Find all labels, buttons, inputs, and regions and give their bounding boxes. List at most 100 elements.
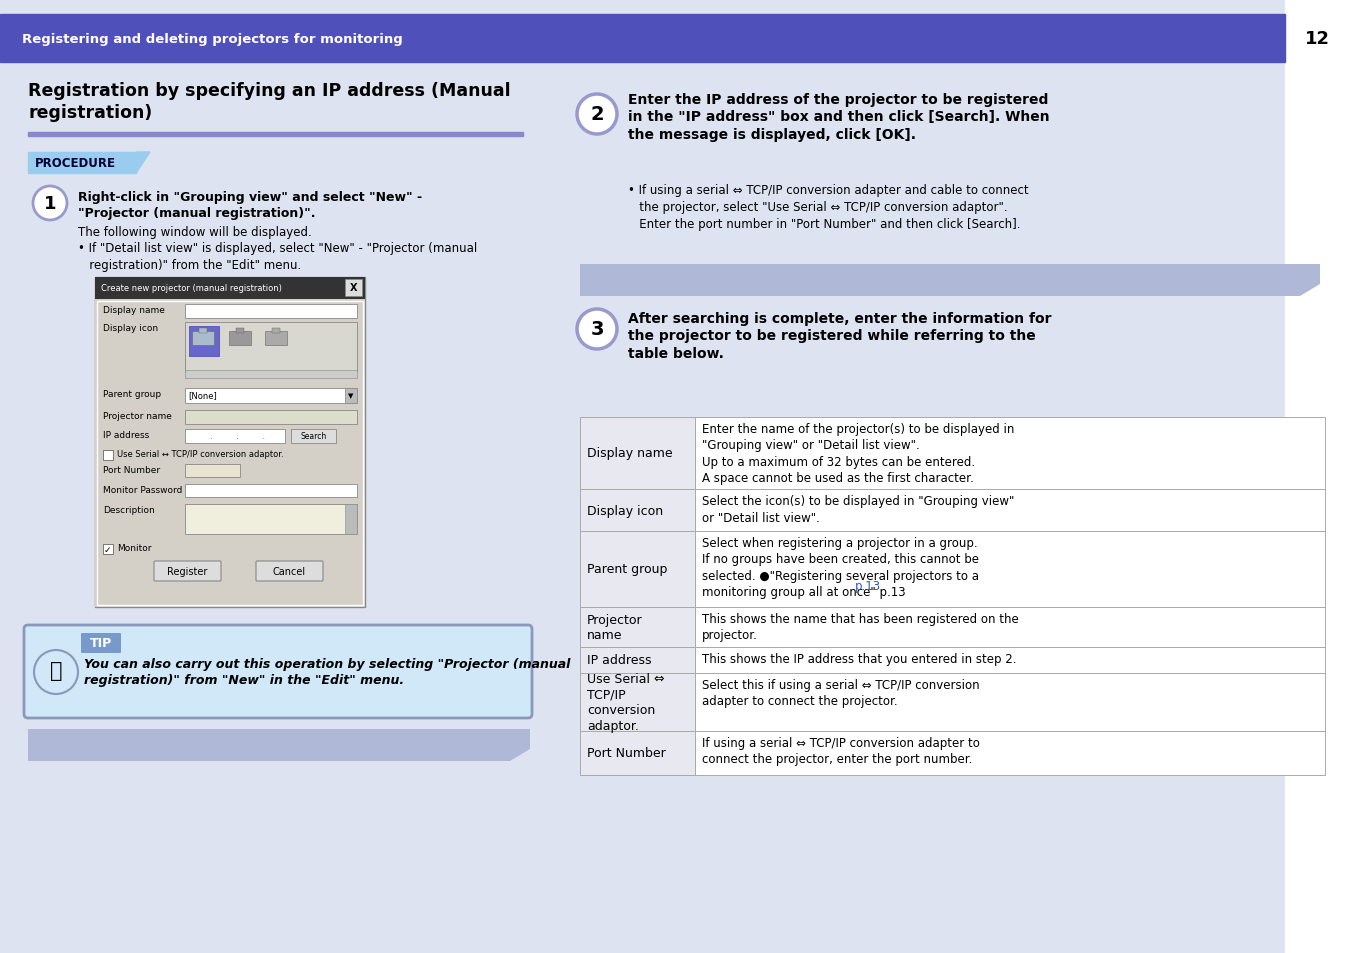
Bar (185, 305, 356, 318)
Text: Use Serial ↔ TCP/IP conversion adaptor.: Use Serial ↔ TCP/IP conversion adaptor. (117, 450, 284, 458)
Bar (198, 329, 207, 334)
Text: ✓: ✓ (104, 545, 112, 555)
Text: This shows the IP address that you entered in step 2.: This shows the IP address that you enter… (702, 652, 1017, 665)
Text: Select when registering a projector in a group.
If no groups have been created, : Select when registering a projector in a… (702, 537, 979, 598)
Text: Create new projector (manual registration): Create new projector (manual registratio… (101, 284, 282, 294)
Text: ▼: ▼ (348, 393, 354, 398)
Text: Monitor Password: Monitor Password (103, 485, 182, 495)
Text: The following window will be displayed.: The following window will be displayed. (78, 226, 312, 239)
Bar (185, 411, 356, 424)
Bar (95, 277, 364, 607)
Bar (95, 277, 364, 299)
FancyBboxPatch shape (256, 561, 323, 581)
Circle shape (34, 650, 78, 695)
Text: Cancel: Cancel (273, 566, 305, 577)
Bar (185, 389, 356, 403)
Bar (185, 484, 356, 497)
Bar (265, 332, 288, 346)
Text: Right-click in "Grouping view" and select "New" -
"Projector (manual registratio: Right-click in "Grouping view" and selec… (78, 191, 423, 220)
Text: • If using a serial ⇔ TCP/IP conversion adapter and cable to connect
   the proj: • If using a serial ⇔ TCP/IP conversion … (628, 184, 1029, 231)
Bar (97, 302, 363, 605)
Bar (695, 490, 1324, 532)
Text: .         .         .: . . . (211, 432, 265, 441)
Text: Enter the IP address of the projector to be registered
in the "IP address" box a: Enter the IP address of the projector to… (628, 92, 1050, 141)
Text: IP address: IP address (103, 431, 150, 439)
Bar (1285, 0, 1350, 953)
Bar (580, 607, 695, 647)
Text: TIP: TIP (90, 637, 112, 650)
Bar (346, 389, 356, 403)
Bar (271, 329, 279, 334)
Text: Registration by specifying an IP address (Manual
registration): Registration by specifying an IP address… (28, 82, 510, 122)
Bar (185, 371, 356, 378)
Bar (0, 15, 1285, 63)
Text: 1: 1 (43, 194, 57, 213)
Bar (185, 430, 285, 443)
Bar (236, 329, 244, 334)
Text: p.13: p.13 (855, 579, 882, 593)
Text: 2: 2 (590, 106, 603, 125)
Text: X: X (350, 283, 358, 294)
Bar (292, 430, 336, 443)
Text: Projector
name: Projector name (587, 613, 643, 641)
FancyBboxPatch shape (24, 625, 532, 719)
Text: Register: Register (167, 566, 207, 577)
Bar (695, 673, 1324, 731)
Bar (192, 332, 215, 346)
Text: After searching is complete, enter the information for
the projector to be regis: After searching is complete, enter the i… (628, 312, 1052, 360)
Text: IP address: IP address (587, 654, 652, 667)
Circle shape (576, 95, 617, 135)
FancyBboxPatch shape (81, 634, 122, 654)
Bar (185, 464, 240, 477)
Text: Select the icon(s) to be displayed in "Grouping view"
or "Detail list view".: Select the icon(s) to be displayed in "G… (702, 495, 1014, 524)
Text: Display name: Display name (103, 306, 165, 314)
Bar (185, 323, 356, 373)
Bar (695, 731, 1324, 775)
Polygon shape (580, 265, 1320, 296)
Text: Select this if using a serial ⇔ TCP/IP conversion
adapter to connect the project: Select this if using a serial ⇔ TCP/IP c… (702, 679, 980, 708)
Text: Projector name: Projector name (103, 412, 171, 420)
Bar (185, 504, 356, 535)
Text: Monitor: Monitor (117, 543, 151, 553)
Text: Search: Search (301, 432, 327, 441)
Text: 3: 3 (590, 320, 603, 339)
Text: [None]: [None] (188, 391, 217, 400)
Bar (346, 504, 356, 535)
Text: Parent group: Parent group (587, 563, 667, 576)
Bar (580, 532, 695, 607)
Bar (580, 490, 695, 532)
FancyBboxPatch shape (154, 561, 221, 581)
Text: Port Number: Port Number (587, 747, 666, 760)
Bar (695, 532, 1324, 607)
Bar (695, 607, 1324, 647)
Text: Parent group: Parent group (103, 390, 161, 398)
Circle shape (576, 310, 617, 350)
Polygon shape (136, 152, 150, 173)
Bar (28, 152, 136, 173)
Text: 🤚: 🤚 (50, 660, 62, 680)
Bar (580, 647, 695, 673)
Bar (695, 647, 1324, 673)
Text: This shows the name that has been registered on the
projector.: This shows the name that has been regist… (702, 613, 1019, 641)
Text: Registering and deleting projectors for monitoring: Registering and deleting projectors for … (22, 32, 402, 46)
Bar (95, 299, 364, 607)
Bar (103, 451, 113, 460)
Text: Display icon: Display icon (103, 324, 158, 333)
Text: Display icon: Display icon (587, 504, 663, 517)
Bar (346, 280, 362, 296)
Bar (695, 417, 1324, 490)
Text: You can also carry out this operation by selecting "Projector (manual
registrati: You can also carry out this operation by… (84, 658, 570, 687)
Text: PROCEDURE: PROCEDURE (35, 157, 116, 170)
Bar (580, 673, 695, 731)
Circle shape (32, 187, 68, 221)
Bar (580, 731, 695, 775)
Bar (28, 132, 522, 136)
Text: Use Serial ⇔
TCP/IP
conversion
adaptor.: Use Serial ⇔ TCP/IP conversion adaptor. (587, 673, 664, 732)
Text: Display name: Display name (587, 447, 672, 460)
Bar (189, 327, 219, 356)
Bar (580, 417, 695, 490)
Bar (230, 332, 251, 346)
Text: Port Number: Port Number (103, 465, 161, 475)
Bar (103, 544, 113, 555)
Text: • If "Detail list view" is displayed, select "New" - "Projector (manual
   regis: • If "Detail list view" is displayed, se… (78, 242, 478, 272)
